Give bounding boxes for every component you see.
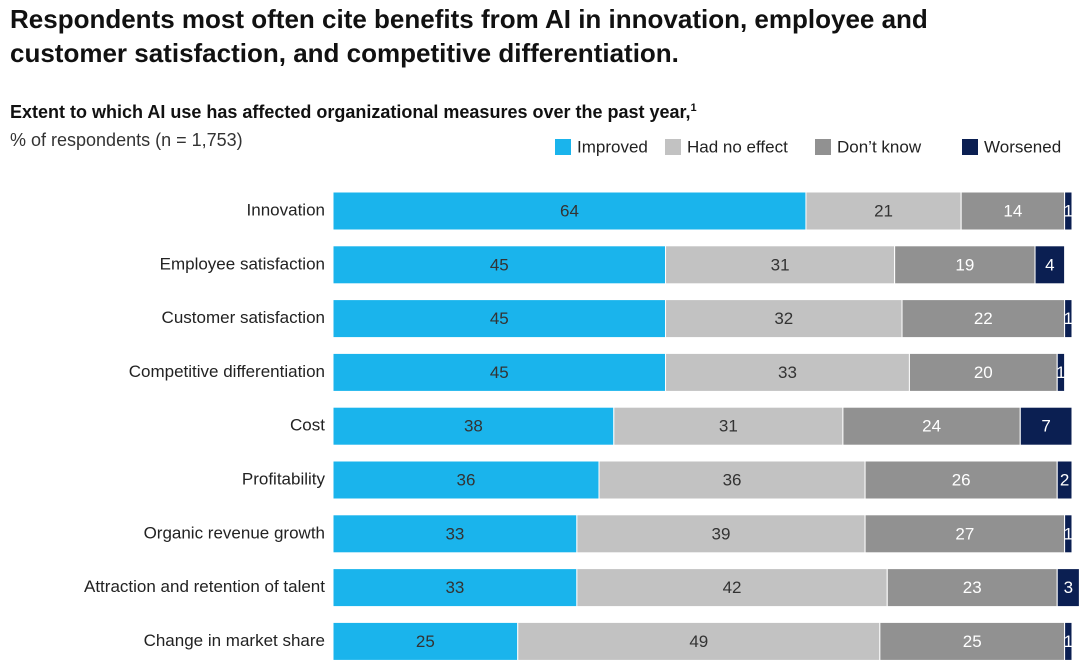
- data-label: 21: [874, 201, 893, 220]
- data-label: 24: [922, 417, 941, 436]
- bar-segment: [1034, 245, 1066, 285]
- bar-segment: [886, 568, 1058, 608]
- bar-segment: [901, 299, 1066, 339]
- data-label: 32: [774, 309, 793, 328]
- data-label: 3: [1064, 578, 1073, 597]
- bar-segment: [332, 514, 578, 554]
- y-tick-label: Innovation: [247, 200, 325, 219]
- subtitle-text: Extent to which AI use has affected orga…: [10, 102, 691, 122]
- bar-segment: [1019, 406, 1073, 446]
- data-label: 1: [1064, 632, 1073, 651]
- data-label: 26: [952, 470, 971, 489]
- data-label: 36: [457, 470, 476, 489]
- y-tick-label: Attraction and retention of talent: [84, 577, 325, 596]
- data-label: 4: [1045, 255, 1054, 274]
- data-label: 64: [560, 201, 579, 220]
- y-tick-label: Change in market share: [144, 631, 325, 650]
- legend-swatch: [962, 139, 978, 155]
- bar-segment: [332, 245, 667, 285]
- legend-label: Don’t know: [837, 137, 922, 156]
- bar-segment: [908, 352, 1058, 392]
- legend-label: Improved: [577, 137, 648, 156]
- bar-segment: [1064, 191, 1073, 231]
- data-label: 45: [490, 309, 509, 328]
- bar-segment: [665, 245, 896, 285]
- bar-segment: [1064, 621, 1073, 661]
- chart-subtitle: Extent to which AI use has affected orga…: [10, 102, 697, 123]
- bar-segment: [1064, 514, 1073, 554]
- y-tick-label: Profitability: [242, 469, 326, 488]
- data-label: 33: [445, 524, 464, 543]
- bar-segment: [332, 191, 807, 231]
- data-label: 22: [974, 309, 993, 328]
- data-label: 33: [778, 363, 797, 382]
- data-label: 25: [416, 632, 435, 651]
- bar-segment: [598, 460, 866, 500]
- legend-swatch: [815, 139, 831, 155]
- data-label: 20: [974, 363, 993, 382]
- data-label: 7: [1041, 417, 1050, 436]
- data-label: 1: [1064, 309, 1073, 328]
- data-label: 33: [445, 578, 464, 597]
- bar-segment: [842, 406, 1021, 446]
- data-label: 27: [955, 524, 974, 543]
- bar-segment: [864, 514, 1066, 554]
- data-label: 45: [490, 363, 509, 382]
- legend-label: Worsened: [984, 137, 1061, 156]
- bar-segment: [613, 406, 844, 446]
- legend-swatch: [665, 139, 681, 155]
- data-label: 45: [490, 255, 509, 274]
- data-label: 1: [1064, 524, 1073, 543]
- data-label: 31: [719, 417, 738, 436]
- footnote-marker: 1: [690, 102, 697, 114]
- data-label: 25: [963, 632, 982, 651]
- bar-segment: [1056, 460, 1073, 500]
- legend-label: Had no effect: [687, 137, 788, 156]
- y-tick-label: Competitive differentiation: [129, 362, 325, 381]
- y-tick-label: Employee satisfaction: [160, 254, 325, 273]
- bar-segment: [517, 621, 881, 661]
- bar-segment: [1056, 568, 1080, 608]
- bar-segment: [1064, 299, 1073, 339]
- bar-segment: [332, 299, 667, 339]
- data-label: 23: [963, 578, 982, 597]
- y-tick-label: Cost: [290, 416, 325, 435]
- unit-note: % of respondents (n = 1,753): [10, 130, 243, 150]
- bar-segment: [576, 514, 866, 554]
- bar-segment: [332, 352, 667, 392]
- data-label: 1: [1056, 363, 1065, 382]
- y-tick-label: Organic revenue growth: [144, 523, 325, 542]
- data-label: 19: [955, 255, 974, 274]
- chart-title: Respondents most often cite benefits fro…: [10, 4, 928, 68]
- y-tick-label: Customer satisfaction: [162, 308, 325, 327]
- data-label: 1: [1064, 201, 1073, 220]
- data-label: 42: [723, 578, 742, 597]
- data-label: 14: [1003, 201, 1022, 220]
- bar-segment: [1056, 352, 1066, 392]
- data-label: 31: [771, 255, 790, 274]
- data-label: 36: [723, 470, 742, 489]
- data-label: 2: [1060, 470, 1069, 489]
- data-label: 38: [464, 417, 483, 436]
- data-label: 39: [712, 524, 731, 543]
- data-label: 49: [689, 632, 708, 651]
- legend-swatch: [555, 139, 571, 155]
